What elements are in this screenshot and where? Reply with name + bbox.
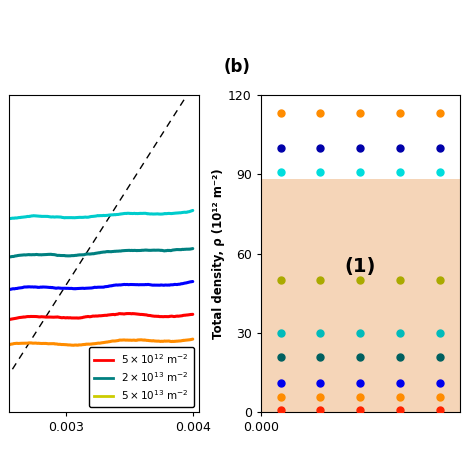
Y-axis label: Total density, ρ (10¹² m⁻²): Total density, ρ (10¹² m⁻²)	[212, 168, 225, 339]
Text: (1): (1)	[345, 257, 376, 276]
Text: (b): (b)	[224, 58, 250, 76]
Legend: $5\times10^{12}$ m$^{-2}$, $2\times10^{13}$ m$^{-2}$, $5\times10^{13}$ m$^{-2}$: $5\times10^{12}$ m$^{-2}$, $2\times10^{1…	[89, 347, 194, 407]
Bar	[261, 180, 460, 412]
